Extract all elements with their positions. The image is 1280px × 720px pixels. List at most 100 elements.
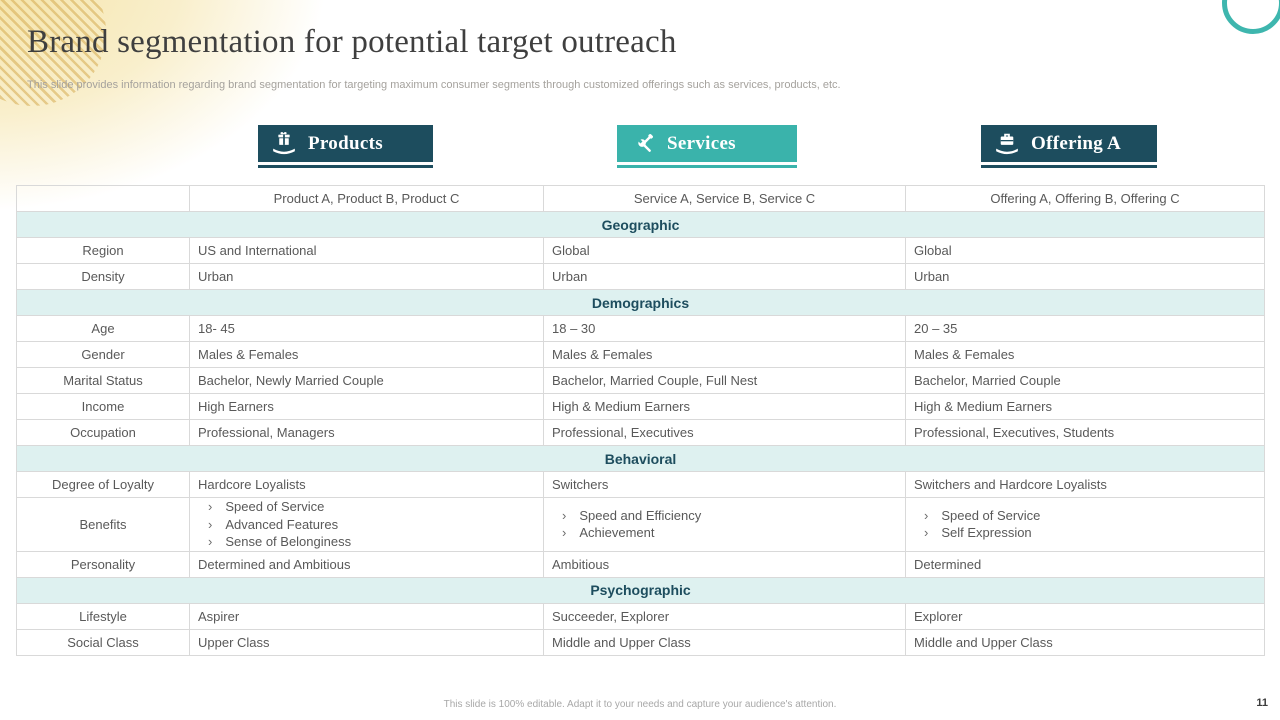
row-label: Income (16, 393, 190, 420)
table-row: Degree of Loyalty Hardcore Loyalists Switc… (16, 471, 1265, 498)
row-label: Age (16, 315, 190, 342)
section-header-row: Demographics (16, 289, 1265, 316)
tab-button[interactable]: Offering A (981, 125, 1157, 162)
tools-icon (630, 131, 656, 157)
section-title: Geographic (16, 211, 1265, 238)
table-row: Age 18- 45 18 – 30 20 – 35 (16, 315, 1265, 342)
row-label: Degree of Loyalty (16, 471, 190, 498)
bullet-item: › Self Expression (924, 525, 1032, 541)
bullet-item: › Speed and Efficiency (562, 507, 702, 523)
tab-button[interactable]: Products (258, 125, 433, 162)
bullet-item: › Sense of Belonginess (208, 534, 352, 549)
bullet-marker: › (924, 507, 929, 523)
cell: Males & Females (543, 341, 906, 368)
table-row: Occupation Professional, Managers Professi… (16, 419, 1265, 446)
column-header-cell: Product A, Product B, Product C (189, 185, 544, 212)
table-row: Social Class Upper Class Middle and Upper … (16, 628, 1265, 656)
cell: Explorer (905, 602, 1265, 630)
cell: Succeeder, Explorer (543, 602, 906, 630)
cell: High & Medium Earners (543, 393, 906, 420)
row-label: Gender (16, 341, 190, 368)
cell: Bachelor, Married Couple (905, 367, 1265, 394)
cell: Aspirer (189, 602, 544, 630)
tab-underline (617, 165, 797, 168)
cell: Professional, Executives, Students (905, 419, 1265, 446)
cell: 20 – 35 (905, 315, 1265, 342)
bullet-marker: › (562, 507, 567, 523)
row-label: Benefits (16, 497, 190, 552)
cell: Global (543, 237, 906, 264)
column-header-cell: Offering A, Offering B, Offering C (905, 185, 1265, 212)
row-label: Social Class (16, 628, 190, 656)
cell: 18 – 30 (543, 315, 906, 342)
cell: Males & Females (905, 341, 1265, 368)
row-label: Region (16, 237, 190, 264)
cell: Urban (905, 263, 1265, 290)
row-label: Marital Status (16, 367, 190, 394)
cell: Urban (189, 263, 544, 290)
cell: › Speed of Service › Self Expression (905, 497, 1265, 552)
cell: › Speed and Efficiency › Achievement (543, 497, 906, 552)
cell: Global (905, 237, 1265, 264)
cell: Switchers and Hardcore Loyalists (905, 471, 1265, 498)
cell: Bachelor, Newly Married Couple (189, 367, 544, 394)
bullet-marker: › (924, 525, 929, 541)
bullet-marker: › (208, 534, 213, 549)
cell: Urban (543, 263, 906, 290)
column-header-cell: Service A, Service B, Service C (543, 185, 906, 212)
tab-label: Offering A (1031, 132, 1122, 154)
section-header-row: Psychographic (16, 576, 1265, 604)
tab-button[interactable]: Services (617, 125, 797, 162)
tab-underline (258, 165, 433, 168)
section-header-row: Behavioral (16, 445, 1265, 472)
bullet-item: › Achievement (562, 525, 655, 541)
cell: 18- 45 (189, 315, 544, 342)
segmentation-table: Product A, Product B, Product C Service A… (16, 185, 1265, 656)
tab-offering-a[interactable]: Offering A (981, 125, 1157, 168)
ring-decoration (1222, 0, 1280, 34)
briefcase-hand-icon (994, 131, 1020, 157)
table-row: Density Urban Urban Urban (16, 263, 1265, 290)
bullet-marker: › (208, 499, 213, 514)
table-row: Lifestyle Aspirer Succeeder, Explorer Explo… (16, 602, 1265, 630)
row-label: Personality (16, 550, 190, 578)
cell: Middle and Upper Class (905, 628, 1265, 656)
cell: Bachelor, Married Couple, Full Nest (543, 367, 906, 394)
table-row: Region US and International Global Global (16, 237, 1265, 264)
section-header-row: Geographic (16, 211, 1265, 238)
cell: Hardcore Loyalists (189, 471, 544, 498)
cell: Middle and Upper Class (543, 628, 906, 656)
section-title: Behavioral (16, 445, 1265, 472)
bullet-item: › Speed of Service (924, 507, 1041, 523)
tab-label: Products (308, 132, 383, 154)
cell: Determined (905, 550, 1265, 578)
row-label: Occupation (16, 419, 190, 446)
tab-products[interactable]: Products (258, 125, 433, 168)
cell: Males & Females (189, 341, 544, 368)
row-label: Lifestyle (16, 602, 190, 630)
page-subtitle: This slide provides information regardin… (27, 79, 841, 91)
bullet-item: › Advanced Features (208, 516, 339, 532)
cell: Switchers (543, 471, 906, 498)
table-row: Income High Earners High & Medium Earners H… (16, 393, 1265, 420)
table-row: Personality Determined and Ambitious Ambit… (16, 550, 1265, 578)
header-empty-cell (16, 185, 190, 212)
tab-underline (981, 165, 1157, 168)
cell: Professional, Managers (189, 419, 544, 446)
cell: Determined and Ambitious (189, 550, 544, 578)
page-number: 11 (1256, 697, 1268, 709)
cell: Ambitious (543, 550, 906, 578)
gift-hand-icon (271, 131, 297, 157)
cell: Upper Class (189, 628, 544, 656)
section-title: Demographics (16, 289, 1265, 316)
tab-services[interactable]: Services (617, 125, 797, 168)
section-title: Psychographic (16, 576, 1265, 604)
cell: High & Medium Earners (905, 393, 1265, 420)
table-header-row: Product A, Product B, Product C Service A… (16, 185, 1265, 212)
cell: US and International (189, 237, 544, 264)
footer-note: This slide is 100% editable. Adapt it to… (443, 699, 837, 710)
bullet-item: › Speed of Service (208, 499, 325, 514)
table-row: Marital Status Bachelor, Newly Married Co… (16, 367, 1265, 394)
cell: High Earners (189, 393, 544, 420)
bullet-marker: › (208, 516, 213, 532)
